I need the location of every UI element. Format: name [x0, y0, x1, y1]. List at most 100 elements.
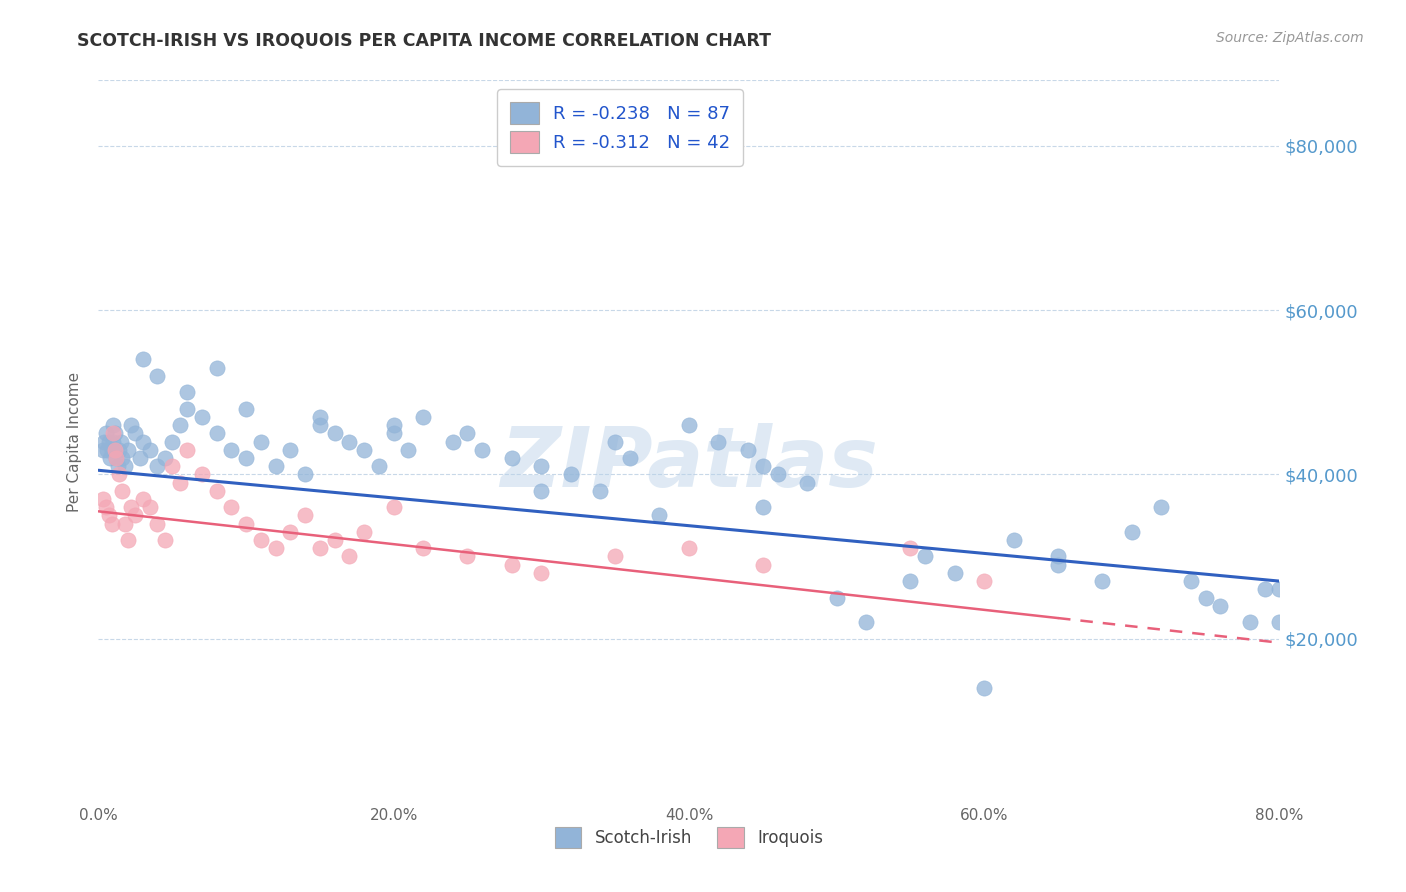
Point	[382, 500, 405, 515]
Point	[146, 368, 169, 383]
Point	[176, 385, 198, 400]
Point	[294, 467, 316, 482]
Point	[339, 434, 361, 449]
Point	[1091, 574, 1114, 588]
Point	[221, 500, 243, 515]
Point	[221, 442, 243, 457]
Point	[1209, 599, 1232, 613]
Point	[94, 426, 117, 441]
Point	[124, 426, 146, 441]
Point	[139, 442, 162, 457]
Point	[382, 426, 405, 441]
Point	[146, 459, 169, 474]
Point	[264, 541, 287, 556]
Point	[309, 409, 332, 424]
Point	[501, 558, 523, 572]
Point	[1268, 615, 1291, 630]
Point	[353, 524, 375, 539]
Point	[1121, 524, 1143, 539]
Point	[111, 483, 134, 498]
Point	[1254, 582, 1277, 597]
Point	[191, 467, 214, 482]
Point	[176, 442, 198, 457]
Point	[108, 467, 131, 482]
Point	[1180, 574, 1202, 588]
Point	[353, 442, 375, 457]
Point	[471, 442, 494, 457]
Point	[678, 418, 700, 433]
Point	[97, 434, 120, 449]
Point	[120, 500, 142, 515]
Point	[104, 426, 127, 441]
Point	[943, 566, 966, 580]
Point	[191, 409, 214, 424]
Point	[205, 360, 228, 375]
Point	[104, 442, 127, 457]
Point	[323, 533, 346, 547]
Point	[139, 500, 162, 515]
Point	[368, 459, 391, 474]
Point	[294, 508, 316, 523]
Point	[132, 352, 155, 367]
Point	[900, 574, 922, 588]
Point	[1047, 549, 1070, 564]
Point	[530, 459, 553, 474]
Point	[153, 533, 176, 547]
Point	[120, 418, 142, 433]
Point	[124, 508, 146, 523]
Point	[132, 434, 155, 449]
Point	[235, 401, 257, 416]
Point	[441, 434, 464, 449]
Point	[825, 591, 848, 605]
Point	[103, 434, 125, 449]
Text: ZIPatlas: ZIPatlas	[501, 423, 877, 504]
Point	[250, 533, 273, 547]
Legend: Scotch-Irish, Iroquois: Scotch-Irish, Iroquois	[547, 819, 831, 856]
Y-axis label: Per Capita Income: Per Capita Income	[67, 371, 83, 512]
Point	[111, 450, 134, 465]
Point	[176, 401, 198, 416]
Point	[235, 450, 257, 465]
Point	[605, 549, 627, 564]
Point	[752, 500, 775, 515]
Point	[108, 442, 131, 457]
Point	[153, 450, 176, 465]
Point	[855, 615, 877, 630]
Point	[280, 442, 302, 457]
Point	[707, 434, 730, 449]
Text: SCOTCH-IRISH VS IROQUOIS PER CAPITA INCOME CORRELATION CHART: SCOTCH-IRISH VS IROQUOIS PER CAPITA INCO…	[77, 31, 772, 49]
Point	[737, 442, 759, 457]
Point	[1239, 615, 1261, 630]
Point	[678, 541, 700, 556]
Point	[900, 541, 922, 556]
Point	[1268, 582, 1291, 597]
Point	[94, 500, 117, 515]
Point	[110, 434, 132, 449]
Point	[914, 549, 936, 564]
Point	[752, 459, 775, 474]
Point	[114, 516, 136, 531]
Point	[752, 558, 775, 572]
Point	[1195, 591, 1218, 605]
Point	[1002, 533, 1025, 547]
Point	[162, 434, 183, 449]
Point	[107, 459, 129, 474]
Point	[93, 434, 115, 449]
Point	[605, 434, 627, 449]
Point	[146, 516, 169, 531]
Point	[309, 418, 332, 433]
Point	[619, 450, 641, 465]
Point	[117, 533, 139, 547]
Point	[91, 442, 114, 457]
Point	[973, 681, 995, 695]
Point	[457, 549, 479, 564]
Point	[1150, 500, 1173, 515]
Text: Source: ZipAtlas.com: Source: ZipAtlas.com	[1216, 31, 1364, 45]
Point	[128, 450, 150, 465]
Point	[589, 483, 612, 498]
Point	[103, 418, 125, 433]
Point	[796, 475, 818, 490]
Point	[100, 442, 122, 457]
Point	[100, 516, 122, 531]
Point	[382, 418, 405, 433]
